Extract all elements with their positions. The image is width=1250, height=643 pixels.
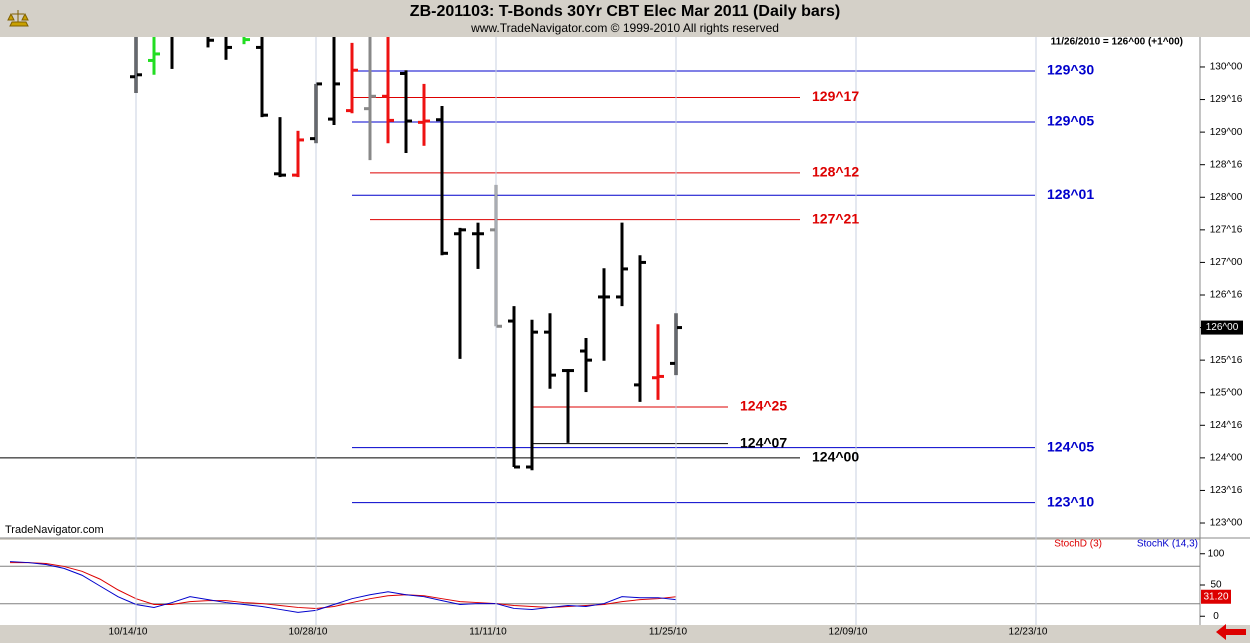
watermark: TradeNavigator.com bbox=[5, 524, 104, 536]
stoch-line bbox=[10, 562, 677, 609]
y-tick-label: 124^16 bbox=[1210, 420, 1243, 431]
info-text: 11/26/2010 = 126^00 (+1^00) bbox=[1051, 37, 1183, 48]
x-tick-label: 10/14/10 bbox=[109, 627, 148, 638]
legend-entry: StochK (14,3) bbox=[1137, 539, 1198, 550]
last-value-box bbox=[1201, 589, 1231, 604]
y-tick-label: 127^00 bbox=[1210, 257, 1243, 268]
level-label: 129^30 bbox=[1047, 62, 1094, 78]
y-tick-label: 125^16 bbox=[1210, 355, 1243, 366]
logo-icon bbox=[7, 10, 29, 27]
y-tick-label: 125^00 bbox=[1210, 387, 1243, 398]
y-tick-label: 124^00 bbox=[1210, 453, 1243, 464]
y-tick-label: 128^00 bbox=[1210, 192, 1243, 203]
level-label: 128^12 bbox=[812, 164, 859, 180]
legend-entry: StochD (3) bbox=[1054, 539, 1102, 550]
level-label: 129^05 bbox=[1047, 113, 1094, 129]
x-tick-label: 12/09/10 bbox=[829, 627, 868, 638]
y-tick-label: 130^00 bbox=[1210, 62, 1243, 73]
x-tick-label: 10/28/10 bbox=[289, 627, 328, 638]
last-price-label: 126^00 bbox=[1206, 322, 1239, 333]
logo bbox=[6, 4, 32, 30]
y-tick-label: 50 bbox=[1210, 580, 1222, 591]
y-tick-label: 0 bbox=[1213, 611, 1219, 622]
y-tick-label: 100 bbox=[1208, 548, 1225, 559]
chart-title: ZB-201103: T-Bonds 30Yr CBT Elec Mar 201… bbox=[410, 3, 840, 20]
y-tick-label: 123^16 bbox=[1210, 485, 1243, 496]
level-label: 129^17 bbox=[812, 88, 859, 104]
x-tick-label: 12/23/10 bbox=[1009, 627, 1048, 638]
level-label: 123^10 bbox=[1047, 493, 1094, 509]
level-label: 128^01 bbox=[1047, 186, 1094, 202]
y-tick-label: 126^16 bbox=[1210, 290, 1243, 301]
stoch-line bbox=[9, 561, 677, 613]
chart-subtitle: www.TradeNavigator.com © 1999-2010 All r… bbox=[470, 21, 779, 35]
y-tick-label: 129^00 bbox=[1210, 127, 1243, 138]
y-tick-label: 123^00 bbox=[1210, 518, 1243, 529]
last-price-box bbox=[1201, 320, 1243, 335]
level-label: 124^00 bbox=[812, 449, 859, 465]
last-value-label: 31.20 bbox=[1203, 591, 1228, 602]
stoch-panel bbox=[0, 540, 1200, 625]
x-tick-label: 11/11/10 bbox=[469, 627, 507, 638]
stoch-plot bbox=[0, 561, 1200, 613]
x-tick-label: 11/25/10 bbox=[649, 627, 688, 638]
level-label: 127^21 bbox=[812, 210, 859, 226]
scroll-arrow[interactable] bbox=[1216, 624, 1246, 640]
level-label: 124^07 bbox=[740, 434, 787, 450]
level-label: 124^25 bbox=[740, 398, 787, 414]
price-panel bbox=[0, 37, 1200, 538]
y-tick-label: 127^16 bbox=[1210, 224, 1243, 235]
y-tick-label: 129^16 bbox=[1210, 94, 1243, 105]
y-tick-label: 128^16 bbox=[1210, 159, 1243, 170]
level-label: 124^05 bbox=[1047, 438, 1094, 454]
